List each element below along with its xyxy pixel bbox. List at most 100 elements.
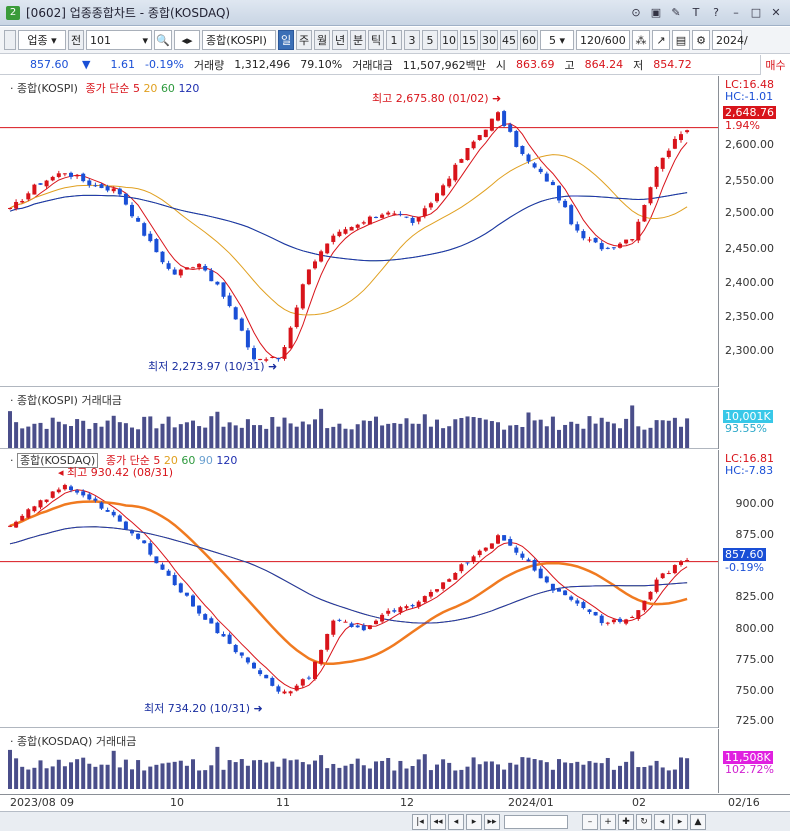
crosshair-icon[interactable]: ✚ <box>618 813 634 830</box>
minute-5-button[interactable]: 5 <box>422 30 438 50</box>
tab-period-week[interactable]: 주 <box>296 30 312 50</box>
volume-bar <box>233 762 238 789</box>
date-input[interactable]: 2024/ <box>712 30 748 50</box>
minute-30-button[interactable]: 30 <box>480 30 498 50</box>
candle-body <box>184 267 189 270</box>
candle-body <box>660 573 665 579</box>
volume-bar <box>489 421 494 448</box>
scroll-first-icon[interactable]: |◂ <box>412 813 428 830</box>
nav-left-icon[interactable]: ◂ <box>654 813 670 830</box>
volume-bar <box>642 429 647 448</box>
volume-bar <box>349 429 354 448</box>
scroll-thumb[interactable] <box>504 814 568 829</box>
date-tick: 10 <box>170 796 184 809</box>
save-icon[interactable]: ▤ <box>672 30 690 50</box>
moving-average-line <box>9 500 688 666</box>
candle-body <box>319 251 324 262</box>
buy-button[interactable]: 매수 <box>760 55 790 75</box>
volume-bar <box>520 757 525 789</box>
candle-body <box>532 163 537 168</box>
volume-bar <box>105 420 110 448</box>
scroll-prev-icon[interactable]: ◂ <box>448 813 464 830</box>
candle-body <box>392 213 397 215</box>
minimize-icon[interactable]: – <box>733 6 739 19</box>
minute-1-button[interactable]: 1 <box>386 30 402 50</box>
candle-body <box>93 498 98 501</box>
kosdaq-volume-pane[interactable]: · 종합(KOSDAQ) 거래대금 11,508K 102.72% <box>0 729 790 793</box>
scroll-forward-icon[interactable]: ▸▸ <box>484 813 500 830</box>
candle-body <box>294 307 299 328</box>
settings-icon[interactable]: ⚙ <box>692 30 710 50</box>
kosdaq-price-pane[interactable]: · 종합(KOSDAQ) 종가 단순 5 20 60 90 120 ◂ 최고 9… <box>0 450 790 728</box>
kosdaq-hc: HC:-7.83 <box>725 464 774 477</box>
volume-bar <box>300 421 305 448</box>
range-field[interactable]: 120/600 <box>576 30 630 50</box>
nav-up-icon[interactable]: ▲ <box>690 813 706 830</box>
minute-10-button[interactable]: 10 <box>440 30 458 50</box>
maximize-icon[interactable]: □ <box>750 6 762 19</box>
tab-period-day[interactable]: 일 <box>278 30 294 50</box>
nav-right-icon[interactable]: ▸ <box>672 813 688 830</box>
zoom-in-icon[interactable]: + <box>600 813 616 830</box>
count-select[interactable]: 5 ▾ <box>540 30 574 50</box>
chart-scrollbar[interactable]: |◂ ◂◂ ◂ ▸ ▸▸ – + ✚ ↻ ◂ ▸ ▲ <box>0 811 790 831</box>
search-icon[interactable]: 🔍 <box>154 30 172 50</box>
kosdaq-tick: 725.00 <box>735 714 775 727</box>
date-tick: 12 <box>400 796 414 809</box>
volume-bar <box>258 759 263 789</box>
date-tick: 09 <box>60 796 74 809</box>
pin-icon[interactable]: ✎ <box>671 6 681 19</box>
volume-bar <box>166 416 171 448</box>
close-icon[interactable]: ✕ <box>771 6 781 19</box>
volume-bar <box>203 770 208 789</box>
tab-period-month[interactable]: 월 <box>314 30 330 50</box>
candle-body <box>123 521 128 530</box>
volume-bar <box>380 760 385 789</box>
candle-body <box>611 247 616 249</box>
minute-3-button[interactable]: 3 <box>404 30 420 50</box>
volume-bar <box>215 411 220 448</box>
zoom-out-icon[interactable]: – <box>582 813 598 830</box>
kosdaq-lc: LC:16.81 <box>725 452 775 465</box>
font-icon[interactable]: T <box>692 6 700 19</box>
minute-45-button[interactable]: 45 <box>500 30 518 50</box>
candle-body <box>178 583 183 593</box>
screenshot-icon[interactable]: ⊙ <box>631 6 641 19</box>
kospi-price-pane[interactable]: · 종합(KOSPI) 종가 단순 5 20 60 120 최고 2,675.8… <box>0 76 790 387</box>
kosdaq-volume-value: 11,508K <box>723 751 773 764</box>
refresh-icon[interactable]: ↻ <box>636 813 652 830</box>
candle-body <box>276 686 281 692</box>
minute-60-button[interactable]: 60 <box>520 30 538 50</box>
volume-bar <box>136 760 141 789</box>
scroll-next-icon[interactable]: ▸ <box>466 813 482 830</box>
volume-bar <box>404 768 409 789</box>
kosdaq-candle-chart[interactable] <box>0 450 718 728</box>
amount-value: 11,507,962백만 <box>402 58 486 72</box>
candle-body <box>441 582 446 589</box>
tab-period-year[interactable]: 년 <box>332 30 348 50</box>
market-select[interactable]: 업종 ▾ <box>18 30 66 50</box>
candle-body <box>416 217 421 222</box>
draw-tool-icon[interactable]: ↗ <box>652 30 670 50</box>
candle-body <box>227 295 232 307</box>
candle-body <box>355 224 360 228</box>
tab-period-tick[interactable]: 틱 <box>368 30 384 50</box>
volume-bar <box>154 764 159 789</box>
candle-body <box>184 592 189 596</box>
help-icon[interactable]: ? <box>713 6 719 19</box>
kospi-candle-chart[interactable] <box>0 76 718 387</box>
minute-15-button[interactable]: 15 <box>460 30 478 50</box>
candle-body <box>14 201 19 209</box>
scroll-rewind-icon[interactable]: ◂◂ <box>430 813 446 830</box>
link-icon[interactable]: ▣ <box>650 6 662 19</box>
indicator-icon[interactable]: ⁂ <box>632 30 650 50</box>
code-input[interactable]: 101 ▾ <box>86 30 152 50</box>
all-button[interactable]: 전 <box>68 30 84 50</box>
volume-bar <box>197 770 202 789</box>
volume-bar <box>264 762 269 789</box>
tab-period-minute[interactable]: 분 <box>350 30 366 50</box>
kospi-volume-pane[interactable]: · 종합(KOSPI) 거래대금 10,001K 93.55% <box>0 388 790 449</box>
prev-next-icon[interactable]: ◂▸ <box>174 30 200 50</box>
candle-body <box>599 243 604 250</box>
candle-body <box>337 231 342 237</box>
